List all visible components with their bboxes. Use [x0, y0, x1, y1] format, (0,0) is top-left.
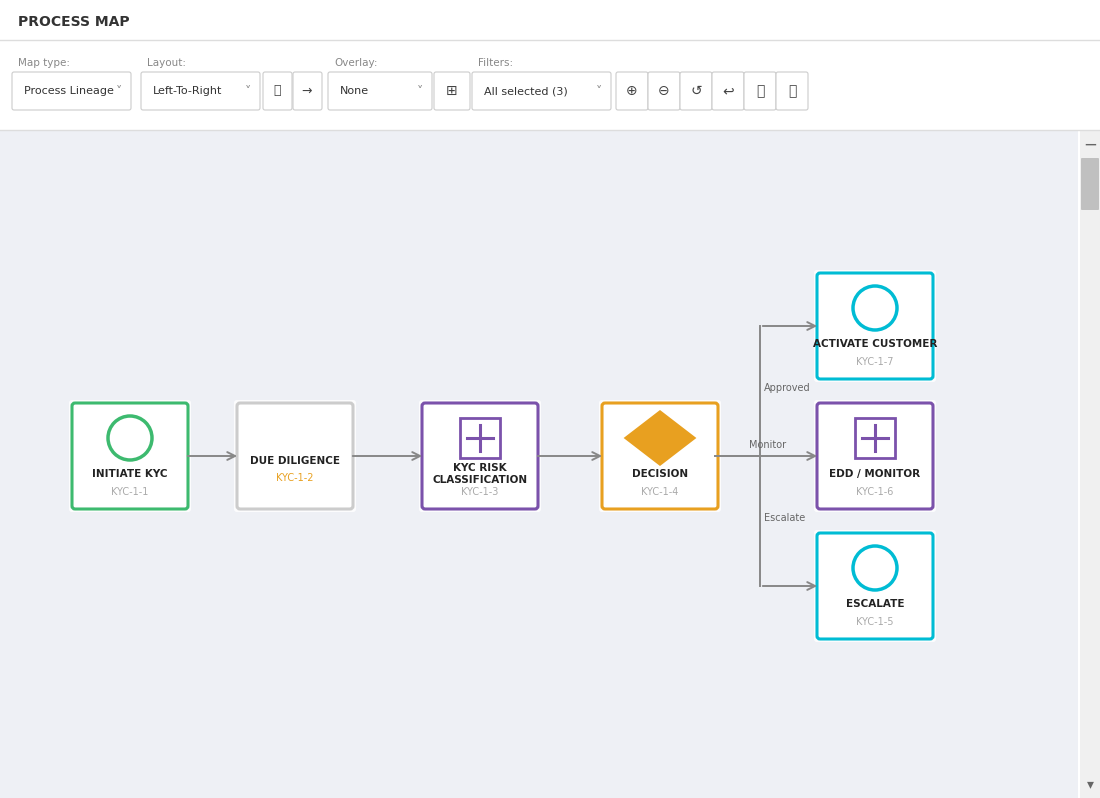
Text: →: →	[301, 85, 312, 97]
FancyBboxPatch shape	[744, 72, 775, 110]
FancyBboxPatch shape	[712, 72, 744, 110]
FancyBboxPatch shape	[72, 403, 188, 509]
FancyBboxPatch shape	[680, 72, 712, 110]
FancyBboxPatch shape	[1080, 131, 1100, 798]
FancyBboxPatch shape	[141, 72, 260, 110]
Text: DUE DILIGENCE: DUE DILIGENCE	[250, 456, 340, 466]
FancyBboxPatch shape	[434, 72, 470, 110]
Text: Filters:: Filters:	[478, 58, 513, 68]
Polygon shape	[624, 410, 696, 466]
Text: Map type:: Map type:	[18, 58, 70, 68]
FancyBboxPatch shape	[419, 400, 541, 512]
FancyBboxPatch shape	[293, 72, 322, 110]
FancyBboxPatch shape	[236, 403, 353, 509]
FancyBboxPatch shape	[817, 273, 933, 379]
FancyBboxPatch shape	[263, 72, 292, 110]
Text: DECISION: DECISION	[631, 469, 689, 479]
Text: EDD / MONITOR: EDD / MONITOR	[829, 469, 921, 479]
Text: ↩: ↩	[723, 84, 734, 98]
Text: KYC RISK
CLASSIFICATION: KYC RISK CLASSIFICATION	[432, 463, 528, 485]
Text: ESCALATE: ESCALATE	[846, 599, 904, 609]
Text: ⊕: ⊕	[626, 84, 638, 98]
FancyBboxPatch shape	[817, 403, 933, 509]
Text: KYC-1-4: KYC-1-4	[641, 487, 679, 497]
FancyBboxPatch shape	[648, 72, 680, 110]
Text: All selected (3): All selected (3)	[484, 86, 568, 96]
Text: PROCESS MAP: PROCESS MAP	[18, 15, 130, 29]
Text: KYC-1-3: KYC-1-3	[461, 487, 498, 497]
Text: Left-To-Right: Left-To-Right	[153, 86, 222, 96]
Text: ▾: ▾	[1087, 777, 1093, 791]
Text: ˅: ˅	[116, 85, 122, 97]
FancyBboxPatch shape	[0, 131, 1078, 798]
Text: KYC-1-6: KYC-1-6	[856, 487, 893, 497]
FancyBboxPatch shape	[814, 530, 936, 642]
Text: ˅: ˅	[596, 85, 602, 97]
Text: 💾: 💾	[756, 84, 764, 98]
Text: Process Lineage: Process Lineage	[24, 86, 114, 96]
FancyBboxPatch shape	[0, 40, 1100, 130]
Text: Monitor: Monitor	[749, 440, 786, 450]
FancyBboxPatch shape	[472, 72, 610, 110]
Text: ACTIVATE CUSTOMER: ACTIVATE CUSTOMER	[813, 339, 937, 349]
FancyBboxPatch shape	[328, 72, 432, 110]
FancyBboxPatch shape	[422, 403, 538, 509]
Text: Approved: Approved	[764, 383, 811, 393]
FancyBboxPatch shape	[776, 72, 808, 110]
FancyBboxPatch shape	[600, 400, 720, 512]
FancyBboxPatch shape	[12, 72, 131, 110]
Text: KYC-1-5: KYC-1-5	[856, 617, 893, 627]
Text: KYC-1-1: KYC-1-1	[111, 487, 148, 497]
FancyBboxPatch shape	[602, 403, 718, 509]
FancyBboxPatch shape	[234, 400, 356, 512]
Text: KYC-1-7: KYC-1-7	[856, 357, 893, 367]
Text: ˅: ˅	[417, 85, 424, 97]
Text: ⊞: ⊞	[447, 84, 458, 98]
FancyBboxPatch shape	[814, 400, 936, 512]
Text: −: −	[1084, 136, 1097, 154]
FancyBboxPatch shape	[0, 0, 1100, 40]
Text: ˅: ˅	[245, 85, 251, 97]
Text: Layout:: Layout:	[147, 58, 186, 68]
FancyBboxPatch shape	[817, 533, 933, 639]
FancyBboxPatch shape	[814, 270, 936, 382]
Text: INITIATE KYC: INITIATE KYC	[92, 469, 167, 479]
Text: KYC-1-2: KYC-1-2	[276, 473, 314, 483]
Text: ⬜: ⬜	[273, 85, 280, 97]
FancyBboxPatch shape	[616, 72, 648, 110]
Text: ⊖: ⊖	[658, 84, 670, 98]
Text: None: None	[340, 86, 370, 96]
Text: Overlay:: Overlay:	[334, 58, 377, 68]
Text: ↺: ↺	[690, 84, 702, 98]
FancyBboxPatch shape	[69, 400, 191, 512]
Text: 👁: 👁	[788, 84, 796, 98]
FancyBboxPatch shape	[1081, 158, 1099, 210]
Text: Escalate: Escalate	[764, 513, 805, 523]
